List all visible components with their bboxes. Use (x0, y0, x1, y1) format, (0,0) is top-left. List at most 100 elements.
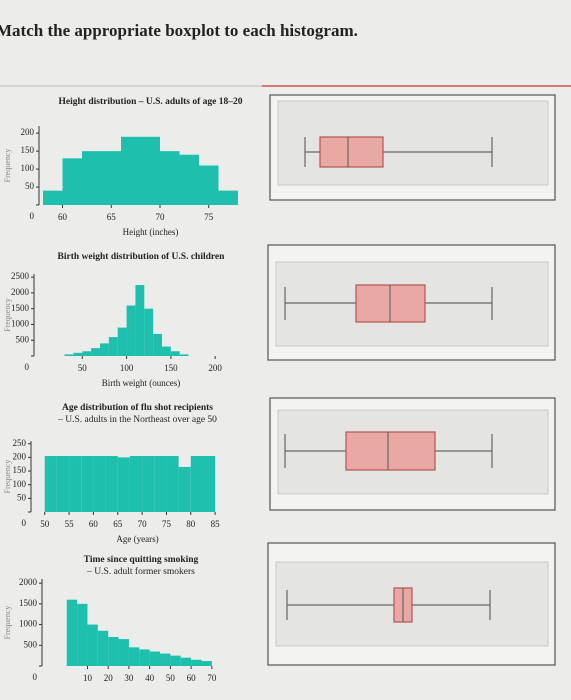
y-tick-label: 1500 (11, 303, 30, 313)
x-tick-label: 65 (113, 519, 123, 529)
histogram-bar (160, 653, 171, 666)
histogram-bar (100, 343, 109, 356)
x-axis-label: Height (inches) (123, 227, 179, 237)
histogram-bar (66, 599, 78, 666)
y-axis-label: Frequency (3, 149, 12, 183)
x-axis-label: Age (years) (116, 534, 158, 544)
x-tick-label: 80 (186, 519, 196, 529)
histogram-bar (160, 151, 180, 205)
box (319, 136, 384, 168)
y-tick-label: 250 (13, 438, 27, 448)
histogram-bar (128, 647, 140, 666)
boxplot-option[interactable] (267, 244, 556, 361)
histogram-bar (44, 456, 57, 512)
x-tick-label: 75 (162, 519, 172, 529)
histogram-title: Birth weight distribution of U.S. childr… (58, 252, 226, 262)
y-tick-label: 2000 (11, 287, 30, 297)
x-tick-label: 20 (104, 673, 114, 683)
histogram-bar (97, 630, 109, 666)
y-tick-label: 150 (13, 465, 27, 475)
x-tick-label: 30 (124, 673, 134, 683)
y-tick-label: 0 (30, 211, 35, 221)
box (345, 431, 436, 471)
histogram-bar (77, 603, 88, 666)
histogram-bar (180, 657, 192, 666)
histogram-bar (105, 456, 118, 512)
x-tick-label: 10 (83, 673, 93, 683)
x-tick-label: 60 (58, 212, 68, 222)
histogram-bar (190, 456, 203, 512)
x-tick-label: 55 (65, 519, 75, 529)
boxplot-option[interactable] (269, 94, 556, 201)
histogram-bar (64, 354, 74, 356)
x-tick-label: 50 (166, 673, 176, 683)
histogram-bar (101, 151, 121, 205)
histogram-title: Height distribution – U.S. adults of age… (59, 97, 243, 107)
histogram-bar (91, 348, 100, 356)
histogram-bar (117, 457, 130, 512)
histogram-bar (126, 305, 136, 356)
x-tick-label: 85 (211, 519, 221, 529)
x-tick-label: 200 (208, 363, 222, 373)
x-tick-label: 150 (164, 363, 178, 373)
histogram-bar (153, 333, 162, 356)
y-tick-label: 150 (21, 145, 35, 155)
histogram-bar (87, 624, 98, 666)
y-axis-label: Frequency (3, 298, 12, 332)
x-tick-label: 60 (89, 519, 99, 529)
histogram-bar (117, 327, 127, 356)
histogram-bar (73, 352, 83, 356)
y-tick-label: 500 (24, 639, 38, 649)
x-tick-label: 50 (78, 363, 88, 373)
histogram-bar (170, 351, 180, 356)
y-tick-label: 0 (22, 518, 27, 528)
y-tick-label: 2000 (19, 577, 38, 587)
histogram-bar (108, 637, 119, 666)
y-tick-label: 1000 (19, 619, 38, 629)
y-tick-label: 100 (21, 163, 35, 173)
histogram-bar (142, 456, 155, 512)
histogram-bar (121, 136, 141, 205)
histogram-bar (144, 308, 154, 356)
histogram-bar (178, 466, 191, 512)
histogram-bar (162, 346, 171, 356)
y-tick-label: 100 (13, 479, 27, 489)
x-tick-label: 75 (204, 212, 214, 222)
x-tick-label: 70 (207, 673, 217, 683)
y-tick-label: 1500 (19, 598, 38, 608)
histogram-bar (69, 456, 82, 512)
y-tick-label: 50 (25, 181, 35, 191)
x-tick-label: 65 (107, 212, 117, 222)
boxplot-option[interactable] (269, 397, 556, 511)
histogram-bar (56, 456, 70, 512)
y-tick-label: 200 (13, 451, 27, 461)
x-tick-label: 70 (138, 519, 148, 529)
x-tick-label: 40 (145, 673, 155, 683)
histogram-bar (81, 456, 94, 512)
histogram-title: Age distribution of flu shot recipients (62, 403, 213, 413)
histogram-bar (139, 649, 150, 666)
boxplot-option[interactable] (267, 542, 556, 666)
histogram-bar (201, 661, 212, 666)
y-tick-label: 500 (16, 334, 30, 344)
y-tick-label: 2500 (11, 271, 30, 281)
histogram-bar (108, 337, 118, 356)
histogram-bar (170, 655, 181, 666)
histogram-bar (140, 136, 160, 205)
histogram-bar (179, 154, 199, 205)
histogram-bar (166, 456, 179, 512)
x-tick-label: 60 (187, 673, 197, 683)
x-tick-label: 100 (120, 363, 134, 373)
histogram-title: Time since quitting smoking (84, 555, 199, 565)
histogram-bar (129, 456, 143, 512)
x-tick-label: 70 (156, 212, 166, 222)
question-title: Match the appropriate boxplot to each hi… (0, 21, 358, 40)
histogram-subtitle: – U.S. adult former smokers (86, 566, 195, 577)
y-tick-label: 200 (21, 127, 35, 137)
histogram-bar (199, 165, 219, 205)
histogram-bar (82, 151, 102, 205)
histogram-bar (43, 190, 63, 205)
histogram-bar (62, 158, 82, 205)
histogram-bar (93, 456, 106, 512)
